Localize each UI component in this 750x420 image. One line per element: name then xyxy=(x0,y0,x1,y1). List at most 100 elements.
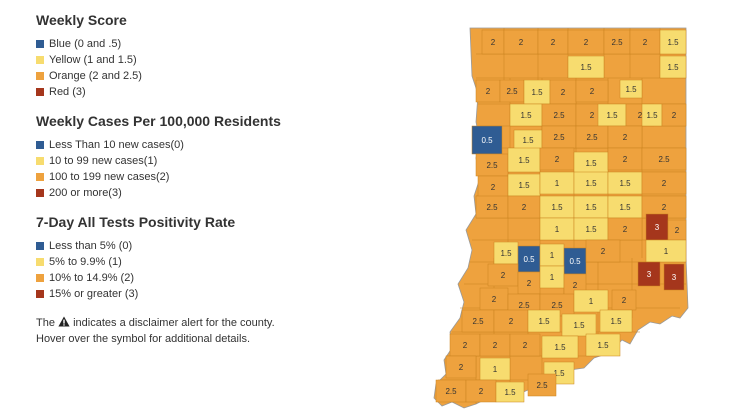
county-score-label: 2.5 xyxy=(553,111,565,120)
legend-item: Red (3) xyxy=(36,84,336,100)
county-score-label: 3 xyxy=(655,223,660,232)
county-orange[interactable] xyxy=(603,29,631,55)
county-yellow[interactable] xyxy=(619,79,643,99)
county-orange[interactable] xyxy=(503,29,539,55)
county-score-label: 1.5 xyxy=(553,369,565,378)
county-orange[interactable] xyxy=(567,29,605,55)
county-score-label: 0.5 xyxy=(523,255,535,264)
legend-label: Orange (2 and 2.5) xyxy=(49,70,142,82)
county-orange[interactable] xyxy=(537,29,569,55)
county-orange[interactable] xyxy=(549,79,577,105)
county-score-label: 2 xyxy=(501,271,506,280)
county-yellow[interactable] xyxy=(523,79,551,105)
county-yellow[interactable] xyxy=(659,29,687,55)
legend-label: 100 to 199 new cases(2) xyxy=(49,171,170,183)
county-score-label: 2 xyxy=(601,247,606,256)
disclaimer-note: The indicates a disclaimer alert for the… xyxy=(36,315,336,347)
legend-swatch xyxy=(36,189,44,197)
county-score-label: 1.5 xyxy=(597,341,609,350)
county-score-label: 2.5 xyxy=(551,301,563,310)
legend-swatch xyxy=(36,242,44,250)
legend-swatch xyxy=(36,258,44,266)
county-score-label: 2 xyxy=(491,38,496,47)
county-score-label: 2.5 xyxy=(506,87,518,96)
county-score-label: 2.5 xyxy=(536,381,548,390)
legend-swatch xyxy=(36,173,44,181)
note-text-start: The xyxy=(36,317,55,329)
indiana-county-map: 2 2 2 2 2.5 2 1.5 1.5 1.5 2 2.5 1.5 2 2 1.5 1.5 2.5 2 1.5 2… xyxy=(433,27,689,409)
county-score-label: 1.5 xyxy=(504,388,516,397)
county-score-label: 2 xyxy=(479,387,484,396)
county-score-label: 2.5 xyxy=(586,133,598,142)
legend-item: 100 to 199 new cases(2) xyxy=(36,169,336,185)
county-score-label: 1.5 xyxy=(585,179,597,188)
county-yellow[interactable] xyxy=(527,309,561,333)
county-yellow[interactable] xyxy=(507,147,541,173)
county-yellow[interactable] xyxy=(541,335,579,359)
county-score-label: 2.5 xyxy=(486,203,498,212)
county-orange[interactable] xyxy=(445,355,477,379)
legend-label: 200 or more(3) xyxy=(49,187,122,199)
county-red[interactable] xyxy=(663,263,685,291)
county-orange[interactable] xyxy=(641,147,687,171)
county-score-label: 2 xyxy=(662,203,667,212)
legend-item: 15% or greater (3) xyxy=(36,286,336,302)
county-yellow[interactable] xyxy=(573,289,609,313)
legend-item: Yellow (1 and 1.5) xyxy=(36,52,336,68)
county-score-label: 2 xyxy=(584,38,589,47)
county-score-label: 2.5 xyxy=(518,301,530,310)
county-score-label: 0.5 xyxy=(569,257,581,266)
county-score-label: 1 xyxy=(550,273,555,282)
county-orange[interactable] xyxy=(661,103,687,127)
county-score-label: 2 xyxy=(486,87,491,96)
county-orange[interactable] xyxy=(575,79,609,103)
county-yellow[interactable] xyxy=(659,55,687,79)
county-orange[interactable] xyxy=(607,217,643,241)
county-yellow[interactable] xyxy=(495,381,525,403)
legend-label: 5% to 9.9% (1) xyxy=(49,256,122,268)
county-yellow[interactable] xyxy=(567,55,605,79)
note-text-end: indicates a disclaimer alert for the cou… xyxy=(73,317,275,329)
county-score-label: 2.5 xyxy=(445,387,457,396)
county-orange[interactable] xyxy=(641,171,687,195)
county-score-label: 1 xyxy=(664,247,669,256)
county-red[interactable] xyxy=(637,261,661,287)
county-score-label: 1 xyxy=(589,297,594,306)
county-orange[interactable] xyxy=(527,373,557,397)
county-score-label: 1.5 xyxy=(573,321,585,330)
county-score-label: 1.5 xyxy=(585,225,597,234)
legend-swatch xyxy=(36,56,44,64)
legend-swatch xyxy=(36,290,44,298)
county-score-label: 2 xyxy=(643,38,648,47)
county-score-label: 2 xyxy=(523,341,528,350)
county-score-label: 2 xyxy=(463,341,468,350)
county-score-label: 3 xyxy=(672,273,677,282)
county-score-label: 1.5 xyxy=(538,317,550,326)
county-orange[interactable] xyxy=(629,29,661,55)
county-score-label: 1 xyxy=(550,251,555,260)
county-score-label: 2 xyxy=(551,38,556,47)
county-yellow[interactable] xyxy=(599,309,633,333)
county-score-label: 1.5 xyxy=(500,249,512,258)
legend-label: Less than 5% (0) xyxy=(49,240,133,252)
county-blue[interactable] xyxy=(471,125,503,155)
county-score-label: 2 xyxy=(555,155,560,164)
county-orange[interactable] xyxy=(585,239,621,263)
legend-item: 10% to 14.9% (2) xyxy=(36,270,336,286)
county-yellow[interactable] xyxy=(585,333,621,357)
county-yellow[interactable] xyxy=(645,239,687,263)
warning-icon xyxy=(58,316,70,327)
county-orange[interactable] xyxy=(509,333,541,357)
county-score-label: 1.5 xyxy=(667,63,679,72)
county-score-label: 2 xyxy=(622,296,627,305)
legend-item: Orange (2 and 2.5) xyxy=(36,68,336,84)
county-yellow[interactable] xyxy=(561,313,597,337)
county-score-label: 2 xyxy=(590,87,595,96)
county-score-label: 1.5 xyxy=(554,343,566,352)
county-score-label: 1.5 xyxy=(520,111,532,120)
county-score-label: 2.5 xyxy=(486,161,498,170)
legend-item: Less than 5% (0) xyxy=(36,238,336,254)
county-score-label: 2 xyxy=(662,179,667,188)
county-score-label: 1 xyxy=(493,365,498,374)
county-score-label: 2 xyxy=(623,155,628,164)
